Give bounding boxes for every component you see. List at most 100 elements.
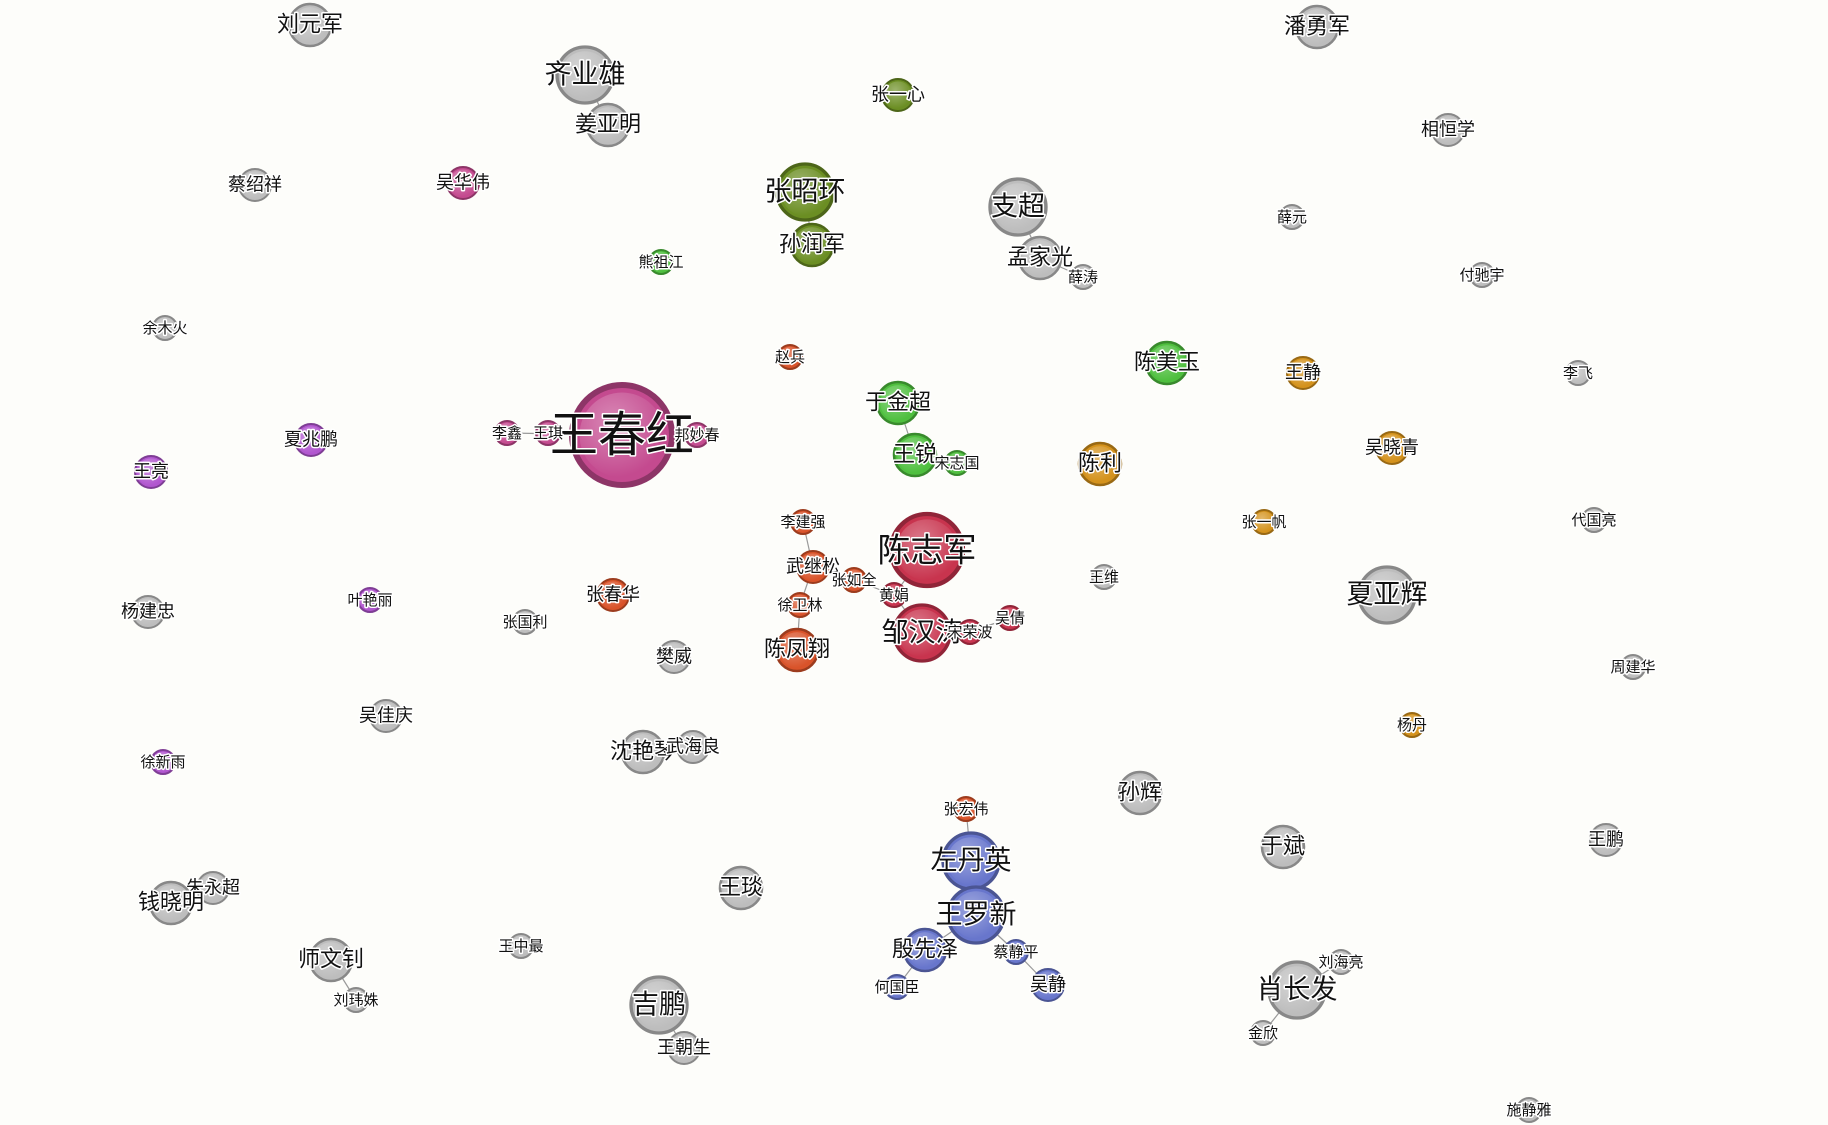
graph-node[interactable]: 黄娟: [877, 582, 911, 608]
graph-node[interactable]: 吴华伟: [435, 166, 492, 200]
graph-node[interactable]: 齐业雄: [543, 45, 627, 105]
graph-node[interactable]: 王春红: [548, 382, 696, 488]
graph-node[interactable]: 蔡静平: [992, 939, 1040, 965]
graph-node[interactable]: 何国臣: [873, 974, 921, 1000]
graph-node[interactable]: 姜亚明: [573, 102, 643, 148]
node-label: 沈艳琴: [610, 740, 676, 765]
node-label: 陈志军: [878, 531, 977, 570]
node-highlight: [359, 589, 381, 611]
graph-node[interactable]: 王罗新: [934, 885, 1018, 945]
node-label: 王罗新: [936, 900, 1017, 931]
node-label: 王中最: [498, 937, 543, 955]
graph-node[interactable]: 吴佳庆: [358, 699, 415, 733]
graph-node[interactable]: 宋荣波: [946, 619, 994, 645]
node-highlight: [1583, 509, 1605, 531]
graph-node[interactable]: 蔡绍祥: [227, 168, 284, 202]
graph-node[interactable]: 薛元: [1275, 204, 1309, 230]
graph-node[interactable]: 王朝生: [656, 1031, 713, 1065]
graph-node[interactable]: 孟家光: [1005, 235, 1075, 281]
graph-node[interactable]: 王琪: [531, 420, 565, 446]
graph-node[interactable]: 钱晓明: [136, 880, 206, 926]
graph-node[interactable]: 左丹英: [929, 831, 1013, 891]
graph-node[interactable]: 王鹏: [1587, 823, 1626, 857]
graph-node[interactable]: 李飞: [1561, 360, 1595, 386]
graph-node[interactable]: 夏亚辉: [1345, 565, 1429, 625]
node-label: 孙润军: [779, 233, 845, 258]
graph-node[interactable]: 吴静: [1029, 968, 1068, 1002]
graph-node[interactable]: 樊威: [655, 640, 694, 674]
graph-node[interactable]: 周建华: [1609, 654, 1657, 680]
node-highlight: [345, 989, 367, 1011]
node-highlight: [1149, 345, 1185, 381]
graph-node[interactable]: 王锐: [891, 432, 939, 478]
node-highlight: [1005, 941, 1027, 963]
graph-node[interactable]: 张一心: [870, 78, 927, 112]
graph-node[interactable]: 陈利: [1076, 441, 1124, 487]
graph-node[interactable]: 李鑫: [490, 420, 524, 446]
graph-node[interactable]: 王静: [1284, 356, 1323, 390]
graph-node[interactable]: 刘海亮: [1317, 949, 1365, 975]
graph-node[interactable]: 赵兵: [773, 344, 807, 370]
graph-node[interactable]: 相恒学: [1420, 113, 1477, 147]
graph-node[interactable]: 张如全: [830, 567, 878, 593]
graph-node[interactable]: 张春华: [585, 578, 642, 612]
graph-node[interactable]: 武海良: [665, 730, 722, 764]
node-label: 薛元: [1277, 208, 1307, 226]
graph-node[interactable]: 邦妙春: [673, 422, 721, 448]
node-label: 武海良: [666, 737, 720, 758]
graph-node[interactable]: 张一帆: [1240, 509, 1288, 535]
graph-node[interactable]: 刘玮姝: [332, 987, 380, 1013]
graph-node[interactable]: 潘勇军: [1282, 4, 1352, 50]
node-highlight: [496, 422, 518, 444]
graph-node[interactable]: 李建强: [779, 509, 827, 535]
graph-node[interactable]: 熊祖江: [637, 249, 685, 275]
graph-node[interactable]: 叶艳丽: [346, 587, 394, 613]
graph-node[interactable]: 王亮: [132, 455, 171, 489]
node-label: 潘勇军: [1284, 15, 1350, 40]
graph-node[interactable]: 宋志国: [933, 450, 981, 476]
graph-node[interactable]: 张国利: [501, 609, 549, 635]
graph-node[interactable]: 金欣: [1246, 1020, 1280, 1046]
node-label: 宋荣波: [947, 623, 992, 641]
graph-node[interactable]: 于斌: [1259, 824, 1307, 870]
graph-node[interactable]: 夏兆鹏: [283, 423, 340, 457]
graph-node[interactable]: 支超: [988, 177, 1048, 237]
graph-node[interactable]: 付驰宇: [1458, 262, 1506, 288]
graph-node[interactable]: 朱永超: [185, 871, 242, 905]
node-highlight: [946, 452, 968, 474]
graph-node[interactable]: 于金超: [863, 380, 933, 426]
graph-node[interactable]: 代国亮: [1570, 507, 1618, 533]
graph-node[interactable]: 余木火: [141, 315, 189, 341]
node-label: 于斌: [1261, 835, 1305, 860]
graph-node[interactable]: 张宏伟: [942, 796, 990, 822]
graph-node[interactable]: 王中最: [497, 933, 545, 959]
graph-node[interactable]: 武继松: [785, 550, 842, 584]
graph-node[interactable]: 陈志军: [876, 511, 978, 589]
graph-node[interactable]: 杨丹: [1395, 712, 1429, 738]
graph-node[interactable]: 陈美玉: [1132, 340, 1202, 386]
node-label: 夏兆鹏: [284, 430, 338, 451]
graph-node[interactable]: 肖长发: [1255, 960, 1339, 1020]
graph-node[interactable]: 邹汉涛: [880, 603, 964, 663]
graph-node[interactable]: 殷先泽: [890, 927, 960, 973]
graph-node[interactable]: 刘元军: [275, 2, 345, 48]
graph-node[interactable]: 吴倩: [993, 605, 1027, 631]
graph-node[interactable]: 王琰: [717, 865, 765, 911]
graph-node[interactable]: 张昭环: [763, 162, 847, 222]
graph-node[interactable]: 吴晓青: [1364, 431, 1421, 465]
graph-node[interactable]: 施静雅: [1505, 1097, 1553, 1123]
node-highlight: [884, 81, 912, 109]
node-label: 李飞: [1563, 364, 1593, 382]
graph-node[interactable]: 师文钊: [296, 937, 366, 983]
graph-node[interactable]: 徐新雨: [139, 749, 187, 775]
node-highlight: [1093, 566, 1115, 588]
graph-node[interactable]: 王维: [1087, 564, 1121, 590]
graph-node[interactable]: 杨建忠: [120, 595, 177, 629]
graph-node[interactable]: 孙辉: [1116, 770, 1164, 816]
graph-node[interactable]: 孙润军: [777, 222, 847, 268]
graph-node[interactable]: 沈艳琴: [608, 729, 678, 775]
graph-node[interactable]: 徐卫林: [776, 592, 824, 618]
graph-node[interactable]: 薛涛: [1066, 264, 1100, 290]
graph-node[interactable]: 陈凤翔: [762, 627, 832, 673]
graph-node[interactable]: 吉鹏: [629, 975, 689, 1035]
